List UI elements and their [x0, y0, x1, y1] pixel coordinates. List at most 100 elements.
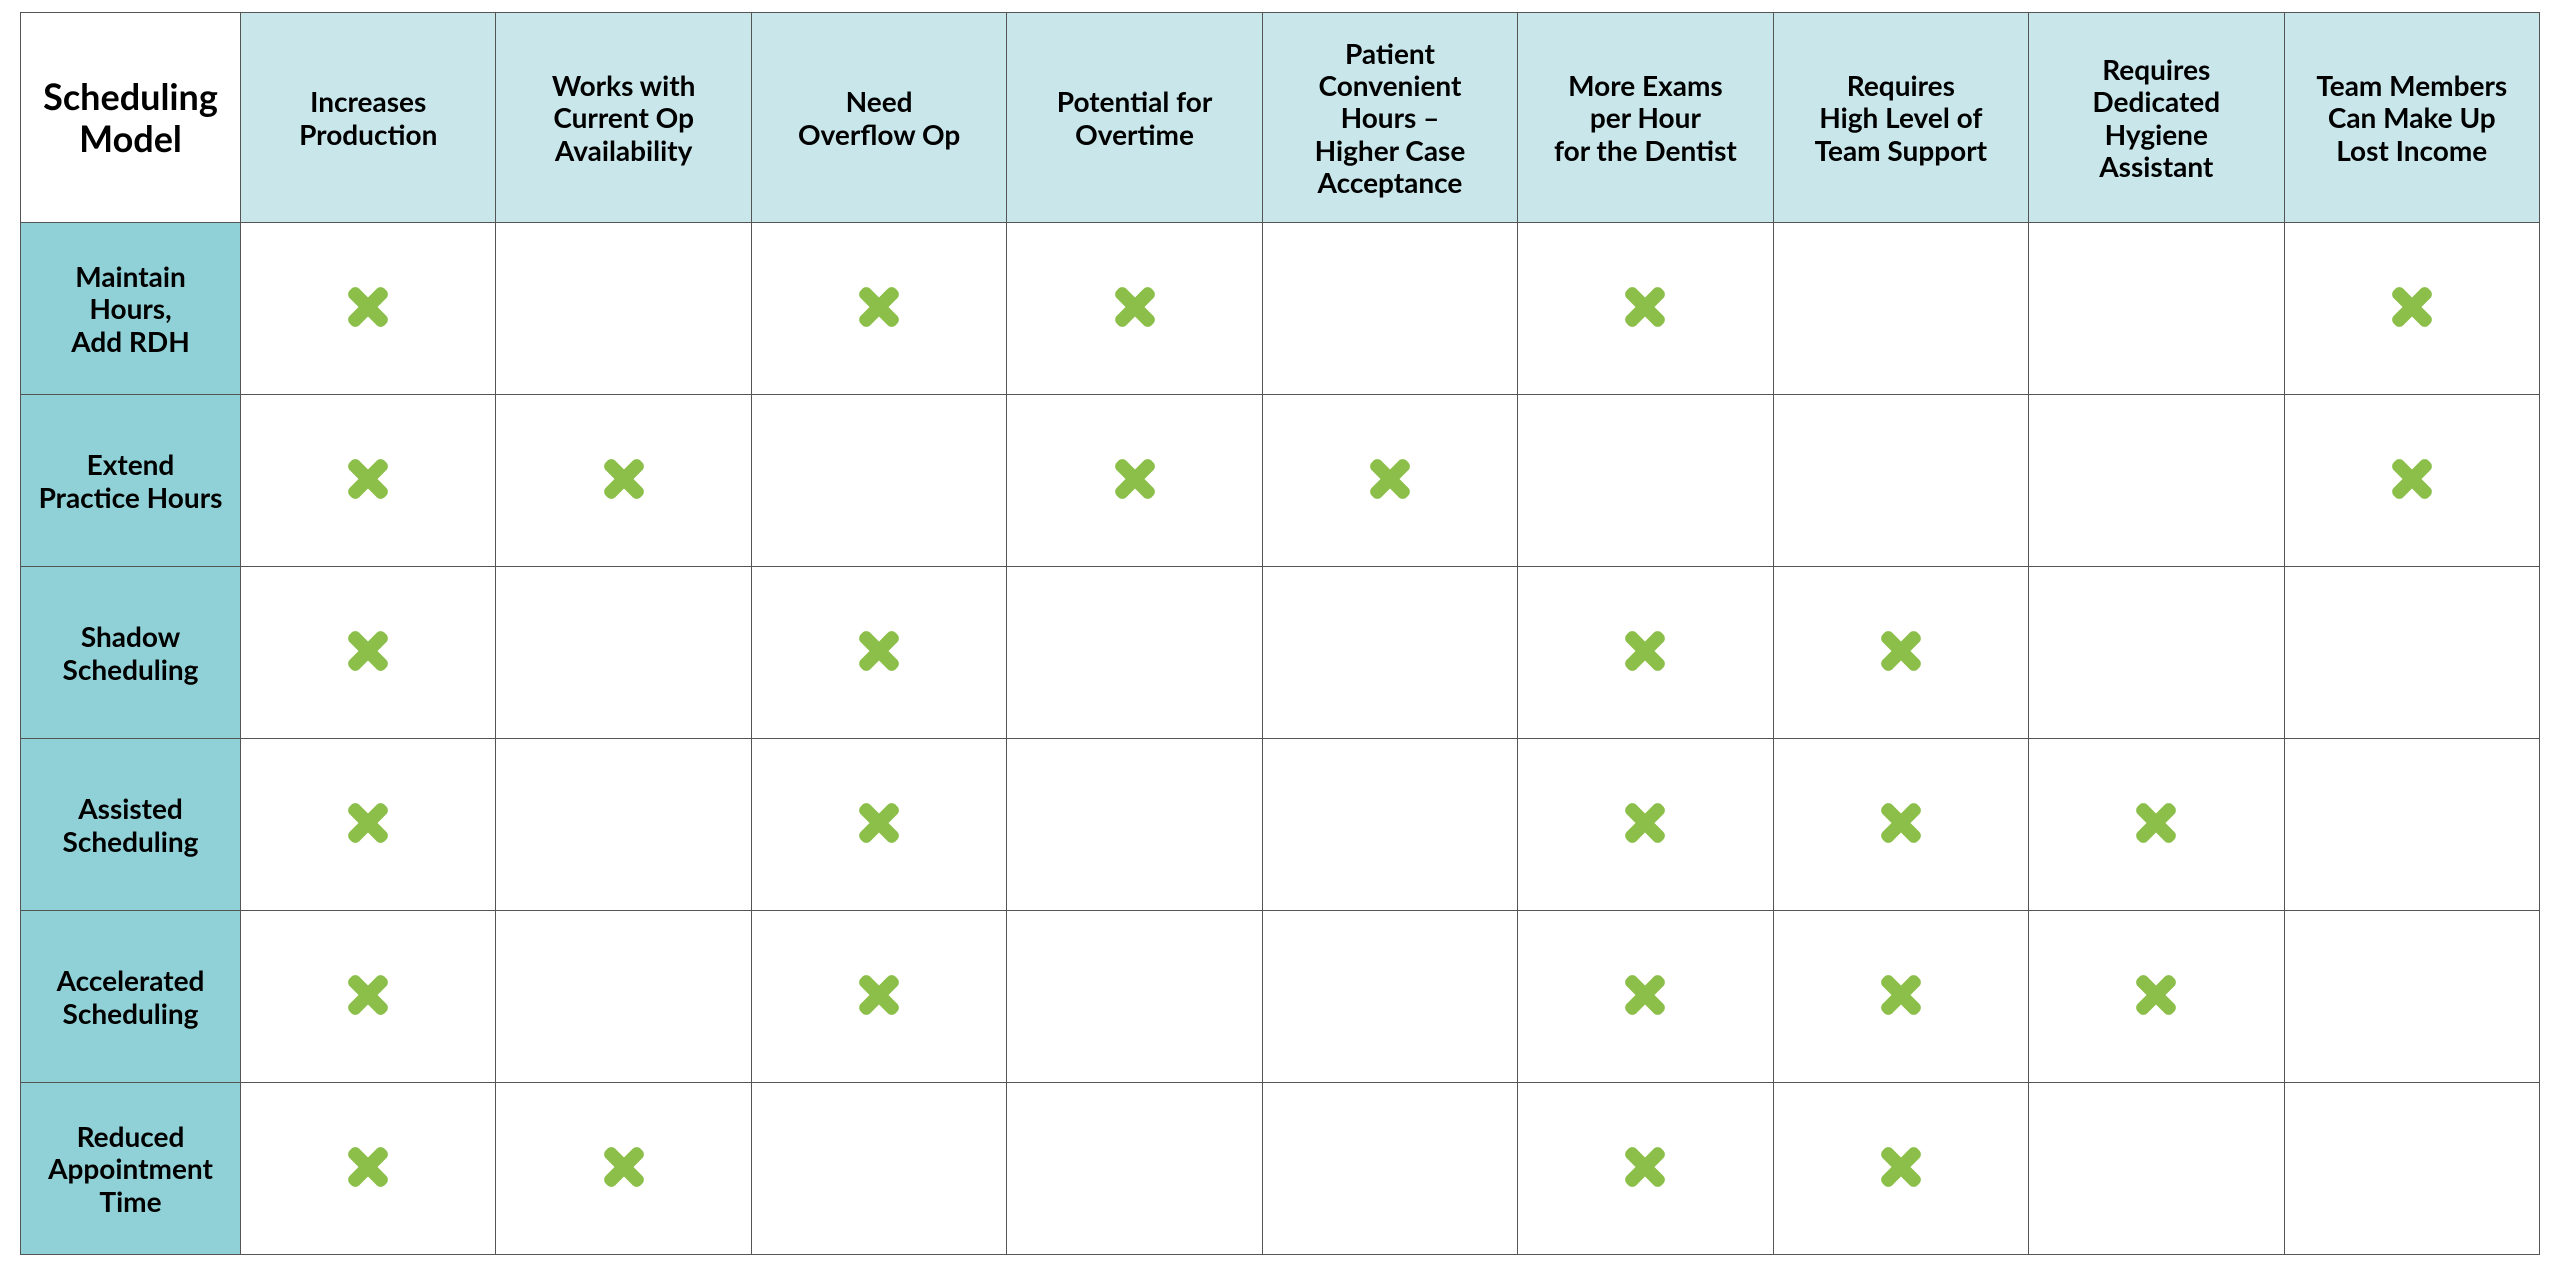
check-mark-icon — [340, 795, 396, 851]
scheduling-comparison-table: SchedulingModelIncreasesProductionWorks … — [20, 12, 2540, 1255]
column-header: PatientConvenientHours –Higher CaseAccep… — [1262, 13, 1517, 223]
table-row: AcceleratedScheduling — [21, 911, 2540, 1083]
table-corner-header: SchedulingModel — [21, 13, 241, 223]
table-cell — [1773, 739, 2028, 911]
row-header: AcceleratedScheduling — [21, 911, 241, 1083]
table-cell — [751, 223, 1006, 395]
table-cell — [1518, 567, 1773, 739]
column-header: IncreasesProduction — [241, 13, 496, 223]
check-mark-icon — [1107, 451, 1163, 507]
check-mark-icon — [340, 967, 396, 1023]
table-row: MaintainHours,Add RDH — [21, 223, 2540, 395]
table-cell — [751, 911, 1006, 1083]
table-cell — [241, 1083, 496, 1255]
table-cell — [2029, 567, 2284, 739]
check-mark-icon — [2384, 279, 2440, 335]
table-cell — [241, 223, 496, 395]
table-row: ShadowScheduling — [21, 567, 2540, 739]
check-mark-icon — [851, 279, 907, 335]
table-cell — [496, 1083, 751, 1255]
table-cell — [496, 223, 751, 395]
check-mark-icon — [1617, 279, 1673, 335]
row-header: ExtendPractice Hours — [21, 395, 241, 567]
table-cell — [1773, 395, 2028, 567]
table-cell — [2029, 739, 2284, 911]
table-cell — [2284, 911, 2540, 1083]
table-cell — [1773, 911, 2028, 1083]
table-cell — [1007, 911, 1262, 1083]
table-cell — [241, 395, 496, 567]
check-mark-icon — [1873, 967, 1929, 1023]
table-cell — [1262, 567, 1517, 739]
table-cell — [1007, 1083, 1262, 1255]
table-cell — [1262, 1083, 1517, 1255]
check-mark-icon — [1617, 795, 1673, 851]
column-header: Potential forOvertime — [1007, 13, 1262, 223]
table-cell — [1518, 739, 1773, 911]
table-cell — [496, 911, 751, 1083]
table-cell — [241, 911, 496, 1083]
check-mark-icon — [340, 1139, 396, 1195]
column-header: Works withCurrent OpAvailability — [496, 13, 751, 223]
check-mark-icon — [340, 451, 396, 507]
table-cell — [496, 739, 751, 911]
row-header: MaintainHours,Add RDH — [21, 223, 241, 395]
row-header: ShadowScheduling — [21, 567, 241, 739]
table-cell — [2284, 1083, 2540, 1255]
row-header: AssistedScheduling — [21, 739, 241, 911]
table-cell — [1007, 395, 1262, 567]
table-cell — [1007, 223, 1262, 395]
check-mark-icon — [1617, 1139, 1673, 1195]
check-mark-icon — [1107, 279, 1163, 335]
table-cell — [1262, 395, 1517, 567]
table-cell — [1262, 739, 1517, 911]
table-cell — [2029, 395, 2284, 567]
table-row: ExtendPractice Hours — [21, 395, 2540, 567]
check-mark-icon — [340, 279, 396, 335]
table-cell — [2284, 223, 2540, 395]
check-mark-icon — [1617, 967, 1673, 1023]
check-mark-icon — [2128, 967, 2184, 1023]
check-mark-icon — [1873, 623, 1929, 679]
table-cell — [2284, 395, 2540, 567]
table-cell — [751, 1083, 1006, 1255]
table-cell — [496, 395, 751, 567]
table-cell — [496, 567, 751, 739]
table-cell — [2029, 223, 2284, 395]
table-cell — [1773, 223, 2028, 395]
column-header: RequiresDedicatedHygieneAssistant — [2029, 13, 2284, 223]
table-cell — [2029, 1083, 2284, 1255]
table-cell — [241, 739, 496, 911]
row-header: ReducedAppointmentTime — [21, 1083, 241, 1255]
check-mark-icon — [1617, 623, 1673, 679]
table-cell — [751, 395, 1006, 567]
check-mark-icon — [596, 1139, 652, 1195]
check-mark-icon — [1873, 795, 1929, 851]
check-mark-icon — [851, 795, 907, 851]
table-cell — [1007, 567, 1262, 739]
table-row: AssistedScheduling — [21, 739, 2540, 911]
table-row: ReducedAppointmentTime — [21, 1083, 2540, 1255]
check-mark-icon — [851, 623, 907, 679]
check-mark-icon — [2128, 795, 2184, 851]
table-cell — [1262, 911, 1517, 1083]
table-cell — [751, 567, 1006, 739]
check-mark-icon — [340, 623, 396, 679]
table-cell — [751, 739, 1006, 911]
column-header: RequiresHigh Level ofTeam Support — [1773, 13, 2028, 223]
table-cell — [1518, 395, 1773, 567]
table-cell — [241, 567, 496, 739]
table-cell — [2029, 911, 2284, 1083]
check-mark-icon — [2384, 451, 2440, 507]
table-cell — [1518, 223, 1773, 395]
check-mark-icon — [596, 451, 652, 507]
table-cell — [1773, 567, 2028, 739]
table-cell — [1007, 739, 1262, 911]
table-cell — [2284, 567, 2540, 739]
check-mark-icon — [851, 967, 907, 1023]
table-cell — [1773, 1083, 2028, 1255]
check-mark-icon — [1362, 451, 1418, 507]
table-cell — [1262, 223, 1517, 395]
column-header: More Examsper Hourfor the Dentist — [1518, 13, 1773, 223]
table-cell — [1518, 911, 1773, 1083]
